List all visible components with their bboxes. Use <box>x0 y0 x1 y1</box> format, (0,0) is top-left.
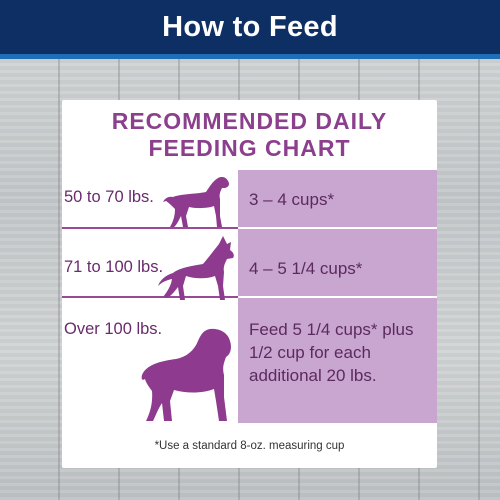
weight-label: 50 to 70 lbs. <box>64 188 154 206</box>
chart-title-line1: RECOMMENDED DAILY <box>111 108 388 134</box>
row-divider <box>62 227 437 229</box>
chart-title-line2: FEEDING CHART <box>148 135 351 161</box>
feeding-amount: 3 – 4 cups* <box>249 190 335 209</box>
feeding-amount: Feed 5 1/4 cups* plus 1/2 cup for each a… <box>249 320 414 385</box>
feeding-amount: 4 – 5 1/4 cups* <box>249 259 363 278</box>
row-divider <box>62 296 437 298</box>
shepherd-silhouette-icon <box>157 234 237 302</box>
chart-title: RECOMMENDED DAILY FEEDING CHART <box>62 108 437 162</box>
footnote: *Use a standard 8-oz. measuring cup <box>154 440 345 452</box>
weight-label: Over 100 lbs. <box>64 320 163 338</box>
header-bar: How to Feed <box>0 0 500 54</box>
weight-label: 71 to 100 lbs. <box>64 258 164 276</box>
row-divider-left <box>62 227 238 229</box>
row-divider-left <box>62 296 238 298</box>
feeding-chart-card: RECOMMENDED DAILY FEEDING CHART 50 to 70… <box>62 100 437 468</box>
header-stripe <box>0 54 500 59</box>
mastiff-silhouette-icon <box>140 327 236 423</box>
rottweiler-silhouette-icon <box>162 172 232 228</box>
page-title: How to Feed <box>162 10 338 43</box>
